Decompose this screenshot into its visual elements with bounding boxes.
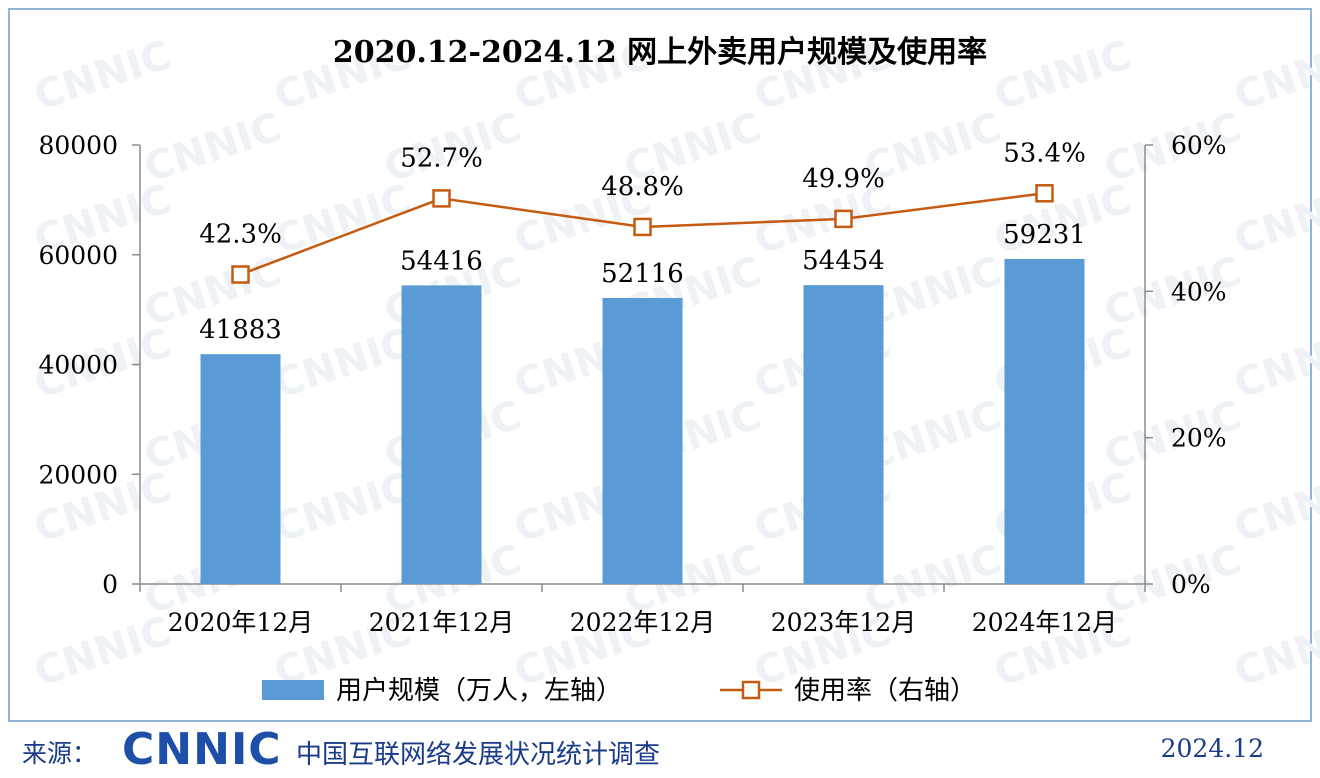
chart-frame bbox=[8, 8, 1312, 722]
left-tick-label: 80000 bbox=[38, 131, 118, 160]
watermark-mark: CNNIC bbox=[29, 608, 177, 695]
right-tick-label: 60% bbox=[1171, 131, 1227, 160]
line-series: 42.3% 52.7% 48.8% 49.9% 53.4% bbox=[199, 138, 1086, 284]
bar bbox=[602, 298, 683, 584]
left-tick-label: 0 bbox=[102, 570, 118, 599]
watermark-mark: CNNIC bbox=[1229, 176, 1320, 263]
x-tick-label: 2022年12月 bbox=[570, 608, 715, 637]
bar bbox=[200, 354, 281, 584]
axes: 0 20000 40000 60000 80000 0% 20% 40% 60% 2020年12月… bbox=[38, 131, 1226, 637]
legend-line-marker bbox=[741, 680, 761, 700]
watermark-mark: CNNIC bbox=[989, 32, 1137, 119]
watermark-mark: CNNIC bbox=[1229, 320, 1320, 407]
left-tick-label: 60000 bbox=[38, 241, 118, 270]
bar-value-label: 41883 bbox=[199, 315, 282, 345]
right-tick-label: 40% bbox=[1171, 277, 1227, 306]
bar bbox=[803, 285, 884, 584]
watermark-mark: CNNIC bbox=[269, 320, 417, 407]
line-marker bbox=[432, 189, 451, 208]
line-marker bbox=[633, 217, 652, 237]
watermark-mark: CNNIC bbox=[1229, 608, 1320, 695]
footer-date: 2024.12 bbox=[1160, 734, 1264, 763]
bars: 41883 54416 52116 54454 59231 bbox=[199, 220, 1086, 584]
line-value-label: 48.8% bbox=[601, 172, 684, 202]
right-tick-label: 20% bbox=[1171, 424, 1227, 453]
line-marker bbox=[834, 209, 853, 229]
bar bbox=[401, 285, 482, 584]
line-value-label: 53.4% bbox=[1003, 138, 1086, 168]
watermark-mark: CNNIC bbox=[1229, 32, 1320, 119]
organization-name: 中国互联网络发展状况统计调查 bbox=[296, 740, 661, 770]
line-marker bbox=[1035, 184, 1054, 203]
legend-line-label: 使用率（右轴） bbox=[794, 676, 976, 706]
line-marker bbox=[231, 265, 250, 284]
x-tick-label: 2021年12月 bbox=[369, 608, 514, 637]
watermark-mark: CNNIC bbox=[29, 32, 177, 119]
line-value-label: 42.3% bbox=[199, 220, 282, 250]
x-tick-label: 2023年12月 bbox=[771, 608, 916, 637]
source-label: 来源： bbox=[22, 739, 98, 768]
left-tick-label: 40000 bbox=[38, 351, 118, 380]
line-value-label: 49.9% bbox=[802, 164, 885, 194]
bar-value-label: 54454 bbox=[802, 246, 885, 276]
legend-bar-label: 用户规模（万人，左轴） bbox=[336, 676, 622, 706]
legend: 用户规模（万人，左轴） 使用率（右轴） bbox=[262, 676, 976, 706]
cnnic-logo: CNNIC bbox=[122, 724, 282, 775]
left-tick-label: 20000 bbox=[38, 460, 118, 489]
legend-bar-swatch bbox=[262, 680, 324, 700]
chart-title: 2020.12-2024.12 网上外卖用户规模及使用率 bbox=[333, 35, 987, 70]
x-tick-label: 2020年12月 bbox=[168, 608, 313, 637]
x-tick-label: 2024年12月 bbox=[972, 608, 1117, 637]
bar-value-label: 59231 bbox=[1003, 220, 1086, 250]
bar-value-label: 54416 bbox=[400, 246, 483, 276]
chart: CNNIC CNNIC CNNIC CNNIC CNNIC CNNIC CNNIC CNNIC… bbox=[29, 32, 1320, 706]
watermark-mark: CNNIC bbox=[269, 176, 417, 263]
line-value-label: 52.7% bbox=[400, 143, 483, 173]
watermark-mark: CNNIC bbox=[1229, 464, 1320, 551]
bar-value-label: 52116 bbox=[601, 259, 684, 289]
watermark-mark: CNNIC bbox=[269, 464, 417, 551]
right-tick-label: 0% bbox=[1171, 570, 1211, 599]
footer: 来源： CNNIC 中国互联网络发展状况统计调查 2024.12 bbox=[0, 722, 1320, 778]
bar bbox=[1004, 258, 1085, 584]
